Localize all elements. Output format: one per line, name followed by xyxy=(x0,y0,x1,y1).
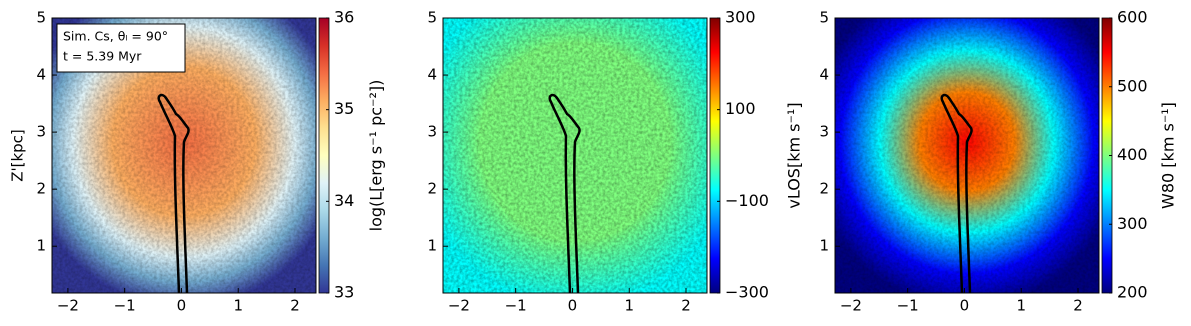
y-tick-label: 3 xyxy=(427,123,437,141)
x-tick-label: 0 xyxy=(960,297,970,315)
x-tick-label: −1 xyxy=(114,297,136,315)
colorbar-tick-label: 300 xyxy=(725,8,756,27)
y-axis-label: Z'[kpc] xyxy=(9,129,27,182)
y-tick-label: 2 xyxy=(427,180,437,198)
colorbar xyxy=(709,17,721,294)
y-tick-label: 3 xyxy=(36,123,46,141)
y-tick-label: 5 xyxy=(819,9,829,27)
colorbar-tick-label: 200 xyxy=(1117,283,1148,302)
colorbar-label: vLOS[km s⁻¹] xyxy=(785,102,804,208)
y-tick-label: 5 xyxy=(427,9,437,27)
plot-frame xyxy=(51,17,317,294)
colorbar xyxy=(318,17,330,294)
x-tick-label: 0 xyxy=(177,297,187,315)
contour-line xyxy=(548,93,581,294)
x-tick-label: 1 xyxy=(1016,297,1026,315)
x-tick-label: −1 xyxy=(897,297,919,315)
contour xyxy=(548,93,581,294)
x-tick-label: −2 xyxy=(57,297,79,315)
plot-frame xyxy=(834,17,1100,294)
x-tick-label: 1 xyxy=(624,297,634,315)
y-tick-label: 1 xyxy=(427,237,437,255)
colorbar-tick-label: 600 xyxy=(1117,8,1148,27)
x-tick-label: 2 xyxy=(290,297,300,315)
x-tick-label: −1 xyxy=(505,297,527,315)
annotation: Sim. Cs, θₗ = 90° xyxy=(63,29,168,44)
contour-line xyxy=(157,93,190,294)
plot-frame xyxy=(442,17,708,294)
colorbar-tick-label: 35 xyxy=(334,99,354,118)
colorbar-tick-label: −100 xyxy=(725,191,769,210)
annotation-box xyxy=(56,23,186,73)
colorbar-label: W80 [km s⁻¹] xyxy=(1159,102,1178,209)
x-tick-label: 2 xyxy=(681,297,691,315)
y-tick-label: 2 xyxy=(819,180,829,198)
colorbar-tick-label: 33 xyxy=(334,283,354,302)
contour-line xyxy=(940,93,973,294)
x-tick-label: −2 xyxy=(840,297,862,315)
colorbar-tick-label: 100 xyxy=(725,99,756,118)
x-tick-label: 0 xyxy=(568,297,578,315)
x-tick-label: 1 xyxy=(233,297,243,315)
x-tick-label: 2 xyxy=(1073,297,1083,315)
y-tick-label: 3 xyxy=(819,123,829,141)
y-tick-label: 5 xyxy=(36,9,46,27)
colorbar-tick-label: 36 xyxy=(334,8,354,27)
colorbar-tick-label: 500 xyxy=(1117,76,1148,95)
y-tick-label: 4 xyxy=(36,66,46,84)
y-tick-label: 1 xyxy=(36,237,46,255)
x-tick-label: −2 xyxy=(448,297,470,315)
colorbar-tick-label: −300 xyxy=(725,283,769,302)
y-tick-label: 1 xyxy=(819,237,829,255)
colorbar-tick-label: 34 xyxy=(334,191,354,210)
colorbar-tick-label: 300 xyxy=(1117,214,1148,233)
y-tick-label: 2 xyxy=(36,180,46,198)
colorbar-tick-label: 400 xyxy=(1117,145,1148,164)
contour xyxy=(940,93,973,294)
annotation: t = 5.39 Myr xyxy=(63,49,142,64)
colorbar-label: log(L[erg s⁻¹ pc⁻²]) xyxy=(367,80,386,232)
y-tick-label: 4 xyxy=(427,66,437,84)
y-tick-label: 4 xyxy=(819,66,829,84)
contour xyxy=(157,93,190,294)
